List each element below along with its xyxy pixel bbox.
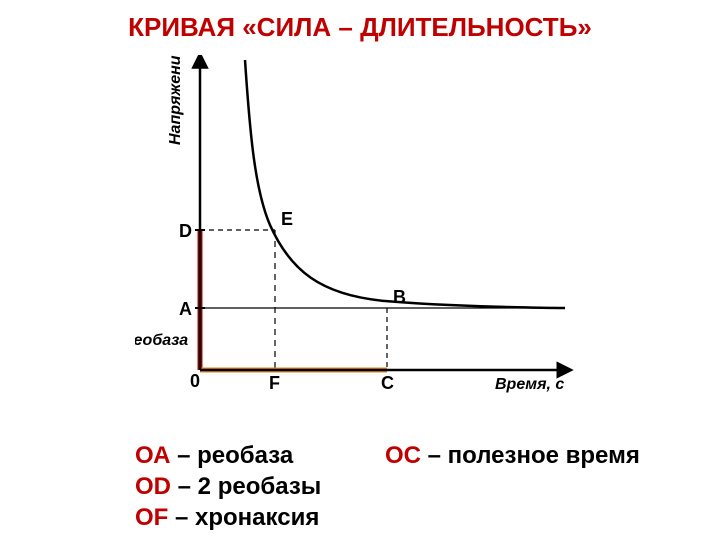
legend: ОА – реобаза ОD – 2 реобазы OF – хронакс…	[135, 440, 705, 534]
label-O: 0	[190, 371, 200, 391]
label-F: F	[269, 373, 280, 393]
legend-of-key: OF	[135, 504, 168, 531]
chart-svg: 0 A D E F B C Напряжение, В Время, с Рео…	[135, 55, 585, 425]
chart-title: КРИВАЯ «СИЛА – ДЛИТЕЛЬНОСТЬ»	[0, 12, 720, 43]
legend-oc-text: – полезное время	[421, 442, 640, 469]
strength-duration-chart: 0 A D E F B C Напряжение, В Время, с Рео…	[135, 55, 585, 425]
legend-od: ОD – 2 реобазы	[135, 471, 385, 502]
legend-od-text: – 2 реобазы	[171, 473, 321, 500]
legend-oa-key: ОА	[135, 442, 170, 469]
label-C: C	[381, 373, 394, 393]
legend-oa-text: – реобаза	[170, 442, 293, 469]
rheobase-side-label: Реобаза	[135, 332, 188, 349]
strength-duration-curve	[245, 60, 565, 308]
legend-oc-key: ОС	[385, 442, 421, 469]
legend-od-key: ОD	[135, 473, 171, 500]
label-A: A	[179, 299, 192, 319]
legend-oa: ОА – реобаза	[135, 440, 385, 471]
legend-oc: ОС – полезное время	[385, 440, 705, 471]
y-axis-label: Напряжение, В	[167, 55, 184, 145]
legend-of-text: – хронаксия	[168, 504, 319, 531]
x-axis-label: Время, с	[495, 376, 564, 393]
legend-of: OF – хронаксия	[135, 502, 385, 533]
legend-col-left: ОА – реобаза ОD – 2 реобазы OF – хронакс…	[135, 440, 385, 534]
label-B: B	[393, 287, 406, 307]
legend-col-right: ОС – полезное время	[385, 440, 705, 471]
label-E: E	[281, 209, 293, 229]
label-D: D	[179, 221, 192, 241]
